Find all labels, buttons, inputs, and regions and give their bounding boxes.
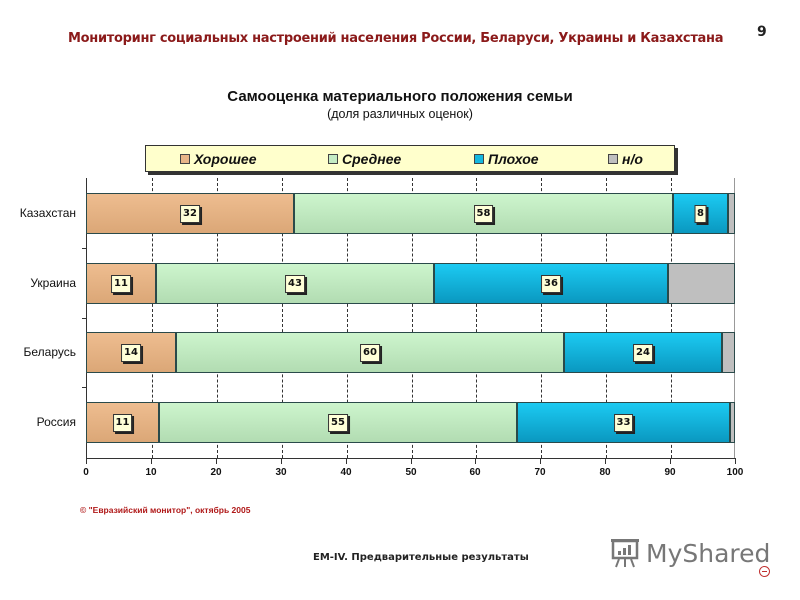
bar-segment-average: 58 xyxy=(294,193,673,234)
data-label: 14 xyxy=(121,343,141,362)
chart-legend: Хорошее Среднее Плохое н/о xyxy=(145,145,675,172)
x-tick-label: 70 xyxy=(534,467,546,478)
gridline xyxy=(411,178,413,458)
bar-segment-good: 11 xyxy=(86,263,156,304)
x-tick xyxy=(345,459,347,464)
y-tick xyxy=(82,248,86,249)
gridline xyxy=(216,178,218,458)
y-tick xyxy=(82,318,86,319)
x-tick xyxy=(410,459,412,464)
legend-item-good: Хорошее xyxy=(180,151,256,167)
x-tick xyxy=(670,459,672,464)
bar-segment-no-answer xyxy=(668,263,735,304)
x-tick-label: 0 xyxy=(83,467,89,478)
minus-circle-icon[interactable] xyxy=(759,566,770,577)
bar-row-ukraine: 11 43 36 xyxy=(86,263,735,304)
x-tick-label: 20 xyxy=(210,467,222,478)
y-label-belarus: Беларусь xyxy=(23,345,76,359)
bar-segment-good: 32 xyxy=(86,193,294,234)
y-label-ukraine: Украина xyxy=(30,276,76,290)
data-label: 60 xyxy=(360,343,380,362)
x-tick-label: 10 xyxy=(145,467,157,478)
data-label: 43 xyxy=(285,274,305,293)
x-tick-label: 30 xyxy=(275,467,287,478)
x-tick-label: 80 xyxy=(599,467,611,478)
y-tick xyxy=(82,387,86,388)
bar-segment-bad: 36 xyxy=(434,263,668,304)
gridline xyxy=(346,178,348,458)
x-axis xyxy=(86,458,736,464)
legend-label: Плохое xyxy=(488,150,539,167)
gridline xyxy=(281,178,283,458)
gridline xyxy=(671,178,673,458)
bar-segment-bad: 24 xyxy=(564,332,722,373)
legend-item-average: Среднее xyxy=(328,151,401,167)
gridline xyxy=(541,178,543,458)
x-tick xyxy=(215,459,217,464)
bar-segment-no-answer xyxy=(728,193,735,234)
x-tick-label: 50 xyxy=(405,467,417,478)
x-tick xyxy=(735,459,736,464)
data-label: 58 xyxy=(473,204,494,223)
bar-segment-good: 11 xyxy=(86,402,159,443)
bar-segment-average: 60 xyxy=(176,332,564,373)
gridline xyxy=(151,178,153,458)
y-label-kazakhstan: Казахстан xyxy=(19,206,76,220)
legend-swatch-average xyxy=(328,153,338,164)
bar-segment-bad: 33 xyxy=(517,402,730,443)
x-tick-label: 40 xyxy=(340,467,352,478)
data-label: 8 xyxy=(694,204,707,223)
legend-item-no-answer: н/о xyxy=(608,151,643,167)
bar-segment-good: 14 xyxy=(86,332,176,373)
data-label: 11 xyxy=(111,274,131,293)
footer-note: ЕМ-IV. Предварительные результаты xyxy=(313,552,529,563)
bar-segment-bad: 8 xyxy=(673,193,728,234)
copyright-note: © "Евразийский монитор", октябрь 2005 xyxy=(80,505,251,515)
legend-swatch-bad xyxy=(474,153,484,164)
presentation-board-icon xyxy=(611,539,639,568)
myshared-logo[interactable]: MyShared xyxy=(608,536,770,570)
page-header-title: Мониторинг социальных настроений населен… xyxy=(68,31,724,46)
legend-label: н/о xyxy=(622,150,643,167)
bar-segment-no-answer xyxy=(730,402,735,443)
legend-swatch-good xyxy=(180,153,190,164)
chart-subtitle: (доля различных оценок) xyxy=(327,107,473,121)
data-label: 32 xyxy=(180,204,200,223)
x-tick-label: 100 xyxy=(726,467,744,478)
gridline xyxy=(476,178,478,458)
bar-row-russia: 11 55 33 xyxy=(86,402,735,443)
data-label: 24 xyxy=(633,343,653,362)
x-tick xyxy=(280,459,282,464)
x-tick xyxy=(86,459,87,464)
chart-title: Самооценка материального положения семьи xyxy=(227,88,573,105)
x-tick xyxy=(475,459,477,464)
legend-swatch-no-answer xyxy=(608,153,618,164)
legend-label: Среднее xyxy=(342,150,402,167)
legend-label: Хорошее xyxy=(194,150,257,167)
data-label: 33 xyxy=(613,413,634,432)
x-tick xyxy=(605,459,607,464)
data-label: 55 xyxy=(328,413,348,432)
y-label-russia: Россия xyxy=(36,415,76,429)
x-tick xyxy=(150,459,152,464)
x-tick xyxy=(540,459,542,464)
x-tick-label: 90 xyxy=(664,467,676,478)
bar-row-belarus: 14 60 24 xyxy=(86,332,735,373)
legend-item-bad: Плохое xyxy=(474,151,539,167)
bar-segment-average: 43 xyxy=(156,263,434,304)
bar-row-kazakhstan: 32 58 8 xyxy=(86,193,735,234)
bar-segment-average: 55 xyxy=(159,402,517,443)
data-label: 36 xyxy=(541,274,561,293)
bar-segment-no-answer xyxy=(722,332,735,373)
plot-area xyxy=(86,178,735,458)
gridline xyxy=(606,178,608,458)
data-label: 11 xyxy=(112,413,133,432)
x-tick-label: 60 xyxy=(469,467,481,478)
page-number: 9 xyxy=(757,24,767,40)
logo-text: MyShared xyxy=(646,538,771,568)
